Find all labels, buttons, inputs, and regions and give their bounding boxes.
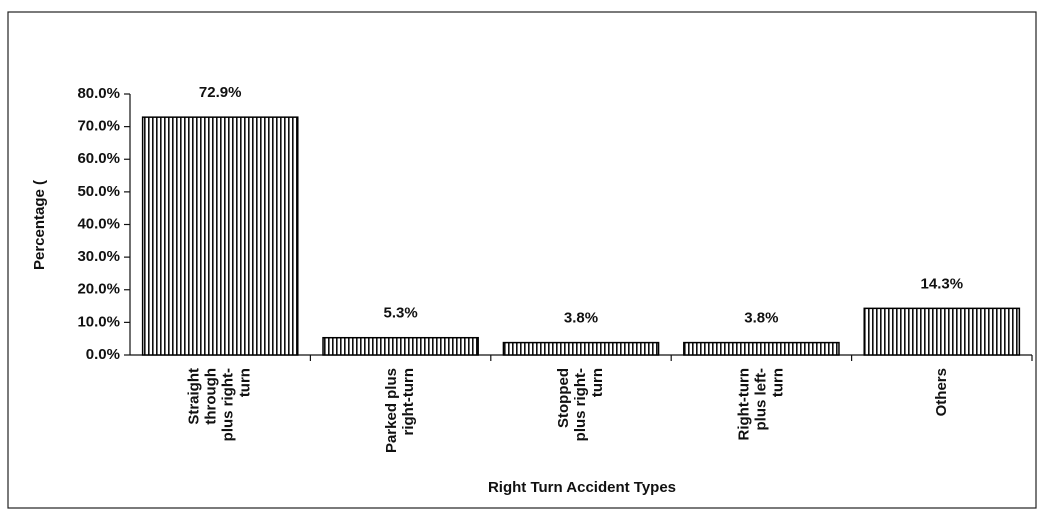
y-tick-label: 20.0% bbox=[77, 281, 120, 298]
x-tick-label: Parked plus bbox=[383, 368, 400, 453]
x-tick-label: plus right- bbox=[572, 368, 589, 441]
y-axis-label: Percentage ( bbox=[31, 180, 48, 270]
x-tick-label: turn bbox=[237, 368, 254, 397]
y-tick-label: 30.0% bbox=[77, 248, 120, 265]
x-tick-label: turn bbox=[589, 368, 606, 397]
y-tick-label: 40.0% bbox=[77, 215, 120, 232]
bar bbox=[322, 336, 479, 356]
chart-border bbox=[7, 11, 1037, 509]
bar bbox=[683, 341, 840, 356]
bar bbox=[502, 341, 660, 356]
x-tick-label: plus right- bbox=[220, 368, 237, 441]
x-tick-label: Right-turn bbox=[735, 368, 752, 440]
y-tick-label: 0.0% bbox=[86, 346, 120, 363]
y-tick-label: 60.0% bbox=[77, 150, 120, 167]
value-label: 3.8% bbox=[564, 310, 598, 327]
y-tick-label: 70.0% bbox=[77, 118, 120, 135]
x-axis-label: Right Turn Accident Types bbox=[488, 479, 676, 496]
bar bbox=[141, 116, 299, 356]
bar bbox=[863, 307, 1021, 356]
value-label: 72.9% bbox=[199, 84, 242, 101]
x-tick-label: Stopped bbox=[555, 368, 572, 428]
x-tick-label: Straight bbox=[186, 368, 203, 425]
y-tick-label: 10.0% bbox=[77, 313, 120, 330]
x-tick-label: right-turn bbox=[400, 368, 417, 435]
value-label: 5.3% bbox=[383, 305, 417, 322]
value-label: 14.3% bbox=[921, 275, 964, 292]
y-tick-label: 80.0% bbox=[77, 85, 120, 102]
x-tick-label: plus left- bbox=[752, 368, 769, 431]
x-tick-label: turn bbox=[769, 368, 786, 397]
x-tick-label: Others bbox=[933, 368, 950, 416]
value-label: 3.8% bbox=[744, 310, 778, 327]
x-tick-label: through bbox=[203, 368, 220, 425]
y-tick-label: 50.0% bbox=[77, 183, 120, 200]
